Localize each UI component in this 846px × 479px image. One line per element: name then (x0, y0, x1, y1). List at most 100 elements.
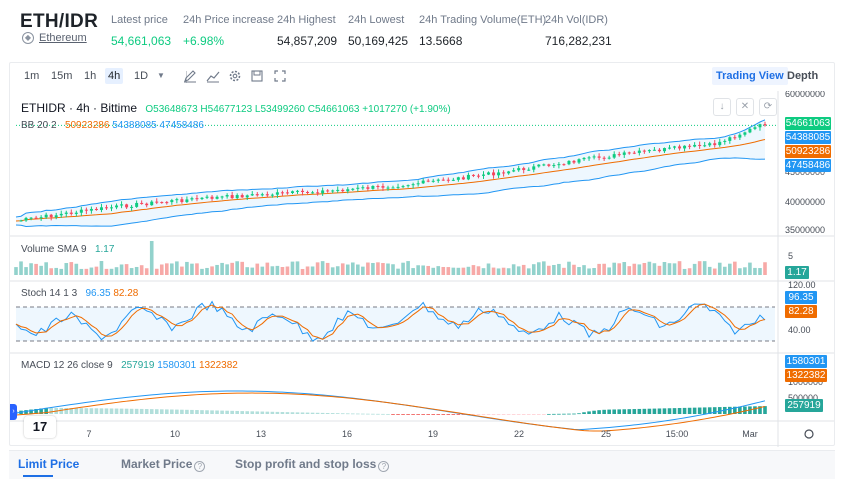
volume-bar (617, 263, 622, 275)
volume-bar (552, 264, 556, 275)
volume-bar (677, 261, 682, 275)
stat-value: 716,282,231 (545, 34, 612, 48)
timeframe-15m[interactable]: 15m (51, 70, 73, 82)
gear-icon[interactable] (228, 69, 242, 83)
volume-bar (652, 263, 657, 275)
macd-hist-bar (310, 412, 315, 414)
depth-toggle[interactable]: Depth (787, 70, 819, 82)
macd-hist-bar (557, 413, 561, 415)
stoch-d-badge: 82.28 (785, 305, 817, 318)
stat-latest-price: Latest price 54,661,063 (111, 14, 171, 48)
volume-bar (215, 264, 219, 275)
chart-area[interactable]: 60000000 45000000 40000000 35000000 5 120.00 4… (10, 91, 834, 447)
candle-body (587, 157, 591, 159)
help-icon[interactable]: ? (194, 461, 206, 472)
ethereum-icon: ◆ (22, 32, 34, 44)
macd-hist-bar (451, 414, 456, 415)
timeframe-1d[interactable]: 1D (134, 70, 149, 82)
macd-hist-bar (446, 414, 451, 415)
active-tab-underline (23, 475, 53, 477)
candle-body (260, 194, 264, 196)
reset-scale-icon[interactable]: ✕ (736, 98, 754, 116)
volume-bar (506, 268, 511, 275)
stat-label: 24h Lowest (348, 14, 405, 26)
volume-bar (225, 264, 229, 275)
low-value: L53499260 (254, 104, 305, 115)
pencil-icon[interactable] (183, 69, 197, 83)
candle-body (79, 209, 83, 213)
candle-body (748, 128, 752, 133)
scroll-down-icon[interactable]: ↓ (713, 98, 731, 116)
macd-hist-bar (421, 414, 425, 415)
candle-body (753, 127, 757, 129)
macd-hist-bar (114, 408, 119, 414)
close-value: C54661063 (307, 104, 360, 115)
volume-bar (466, 266, 471, 275)
refresh-icon[interactable]: ⟳ (759, 98, 777, 116)
stat-label: 24h Trading Volume(ETH) (419, 14, 547, 26)
candle-body (406, 185, 410, 187)
volume-bar (547, 265, 551, 275)
fullscreen-icon[interactable] (273, 69, 287, 83)
save-icon[interactable] (250, 69, 264, 83)
volume-bar (642, 262, 647, 275)
chart-svg[interactable]: 60000000 45000000 40000000 35000000 5 120.00 4… (10, 91, 834, 447)
candle-body (34, 217, 38, 219)
timeframe-1h[interactable]: 1h (84, 70, 97, 82)
date-tick: 16 (342, 429, 352, 439)
tab-market-price[interactable]: Market Price? (121, 457, 206, 472)
volume-bar (275, 265, 280, 275)
coin-name-link[interactable]: Ethereum (39, 32, 87, 44)
candle-body (386, 187, 390, 189)
volume-bar (672, 263, 677, 275)
macd-hist-bar (456, 414, 461, 415)
tab-limit-price[interactable]: Limit Price (18, 457, 79, 471)
volume-bar (657, 265, 662, 275)
volume-bar (748, 262, 752, 275)
tradingview-logo[interactable]: 17 (24, 416, 56, 438)
volume-bar (114, 267, 119, 275)
macd-hist-bar (64, 408, 69, 414)
trading-view-toggle[interactable]: Trading View (712, 67, 788, 85)
volume-bar (481, 268, 486, 275)
candle-body (321, 190, 325, 194)
volume-bar (416, 265, 420, 275)
candle-body (738, 134, 742, 138)
candle-body (718, 141, 722, 146)
axis-settings-icon (804, 429, 814, 439)
macd-hist-value: 257919 (121, 360, 155, 371)
volume-bar (637, 264, 642, 275)
candle-body (205, 196, 209, 198)
candle-body (461, 177, 465, 180)
help-icon[interactable]: ? (378, 461, 390, 472)
macd-hist-bar (526, 414, 531, 415)
macd-hist-bar (677, 408, 682, 414)
timeframe-1m[interactable]: 1m (24, 70, 40, 82)
timeframe-4h[interactable]: 4h (105, 68, 124, 84)
candle-body (24, 217, 28, 221)
line-chart-icon[interactable] (206, 69, 220, 83)
stat-value: +6.98% (183, 34, 225, 48)
expand-panel-icon[interactable]: › (10, 404, 17, 420)
macd-hist-bar (165, 409, 169, 414)
chevron-down-icon[interactable]: ▼ (157, 71, 165, 80)
macd-hist-bar (416, 414, 420, 415)
stoch-legend: Stoch 14 1 3 96.35 82.28 (21, 288, 138, 299)
candle-body (215, 196, 219, 199)
candle-body (416, 183, 420, 185)
stat-24h-low: 24h Lowest 50,169,425 (348, 14, 408, 48)
volume-bar (476, 266, 481, 275)
candle-body (59, 213, 63, 216)
stat-24h-volume-eth: 24h Trading Volume(ETH) 13.5668 (419, 14, 546, 48)
macd-hist-bar (29, 409, 33, 414)
bb-mid-line (15, 139, 766, 222)
price-badge-bb-lower: 47458486 (785, 159, 831, 172)
candle-body (316, 192, 320, 194)
macd-hist-bar (496, 414, 501, 415)
macd-hist-bar (240, 411, 245, 414)
macd-hist-bar (300, 412, 305, 414)
tab-stop-profit-loss[interactable]: Stop profit and stop loss? (235, 457, 390, 472)
macd-signal-line (15, 392, 766, 432)
volume-bar (471, 265, 476, 275)
date-tick: 19 (428, 429, 438, 439)
